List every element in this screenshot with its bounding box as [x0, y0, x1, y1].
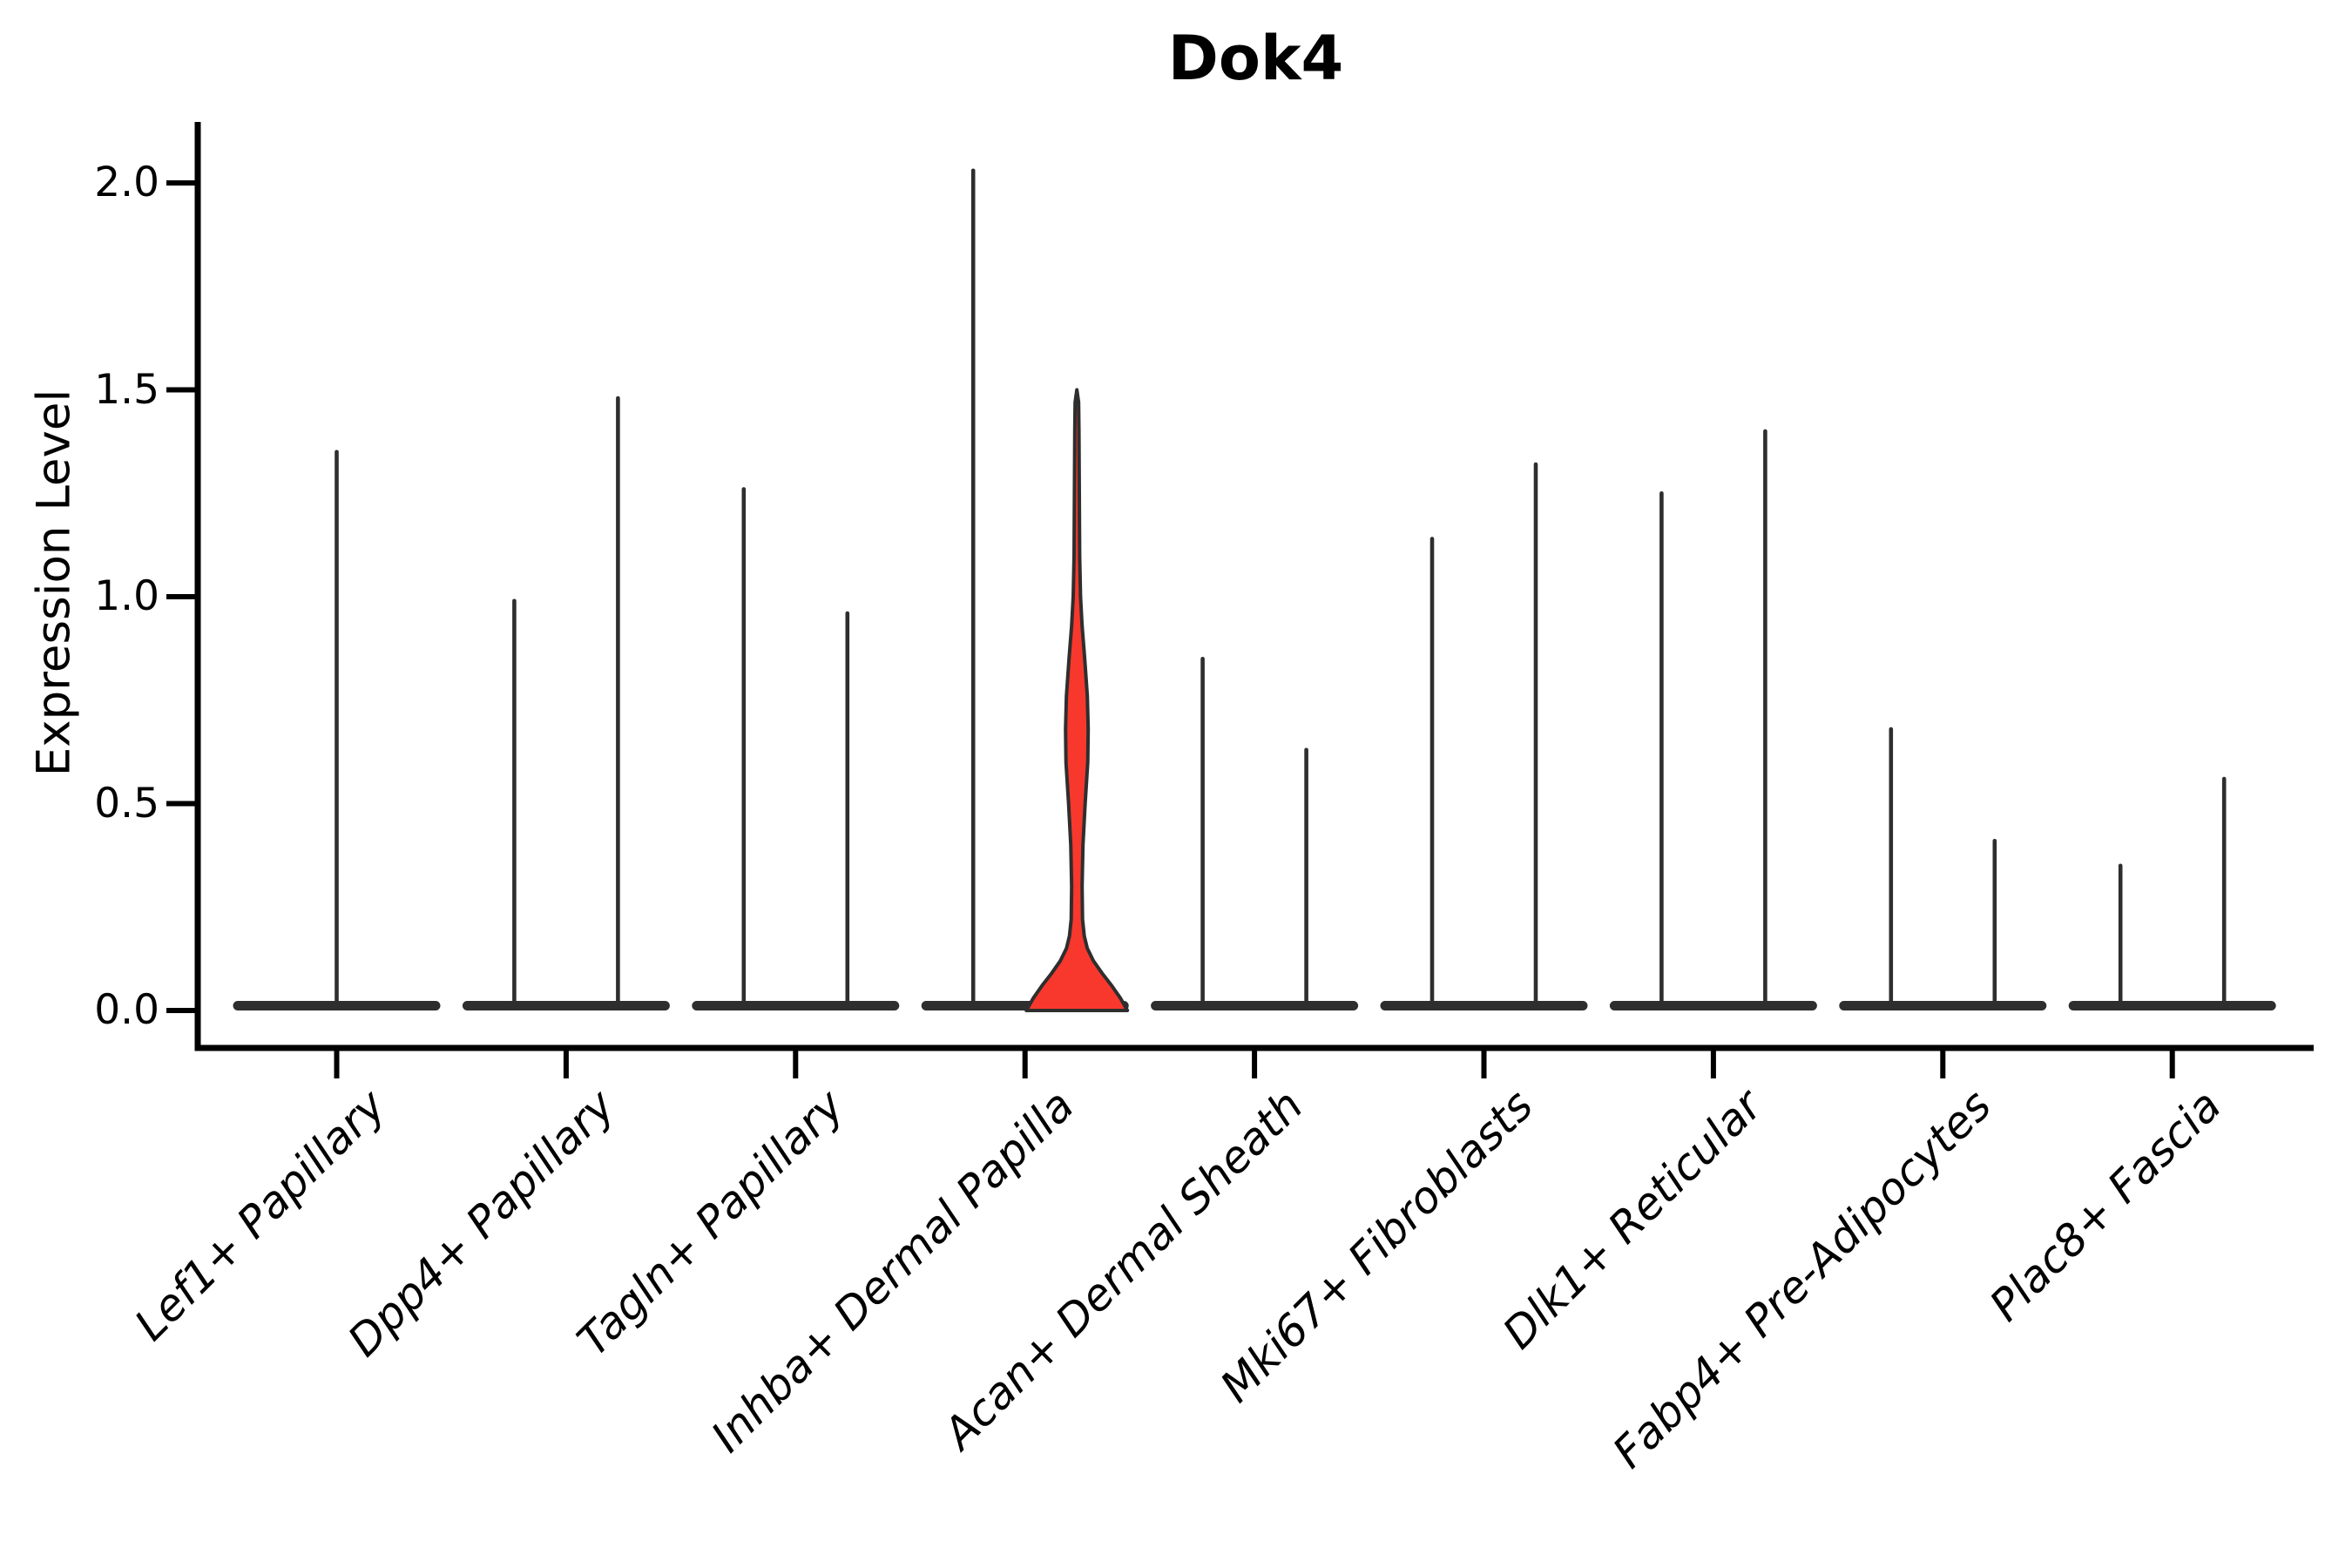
violin-base: [692, 1001, 900, 1010]
violin-base: [1839, 1001, 2047, 1010]
violin-base: [2068, 1001, 2276, 1010]
highlighted-violin: [1024, 388, 1130, 1012]
violin-base: [1151, 1001, 1359, 1010]
violin-base: [462, 1001, 670, 1010]
violin-base: [1609, 1001, 1817, 1010]
chart-title: Dok4: [1167, 23, 1344, 94]
violin-base: [1380, 1001, 1588, 1010]
